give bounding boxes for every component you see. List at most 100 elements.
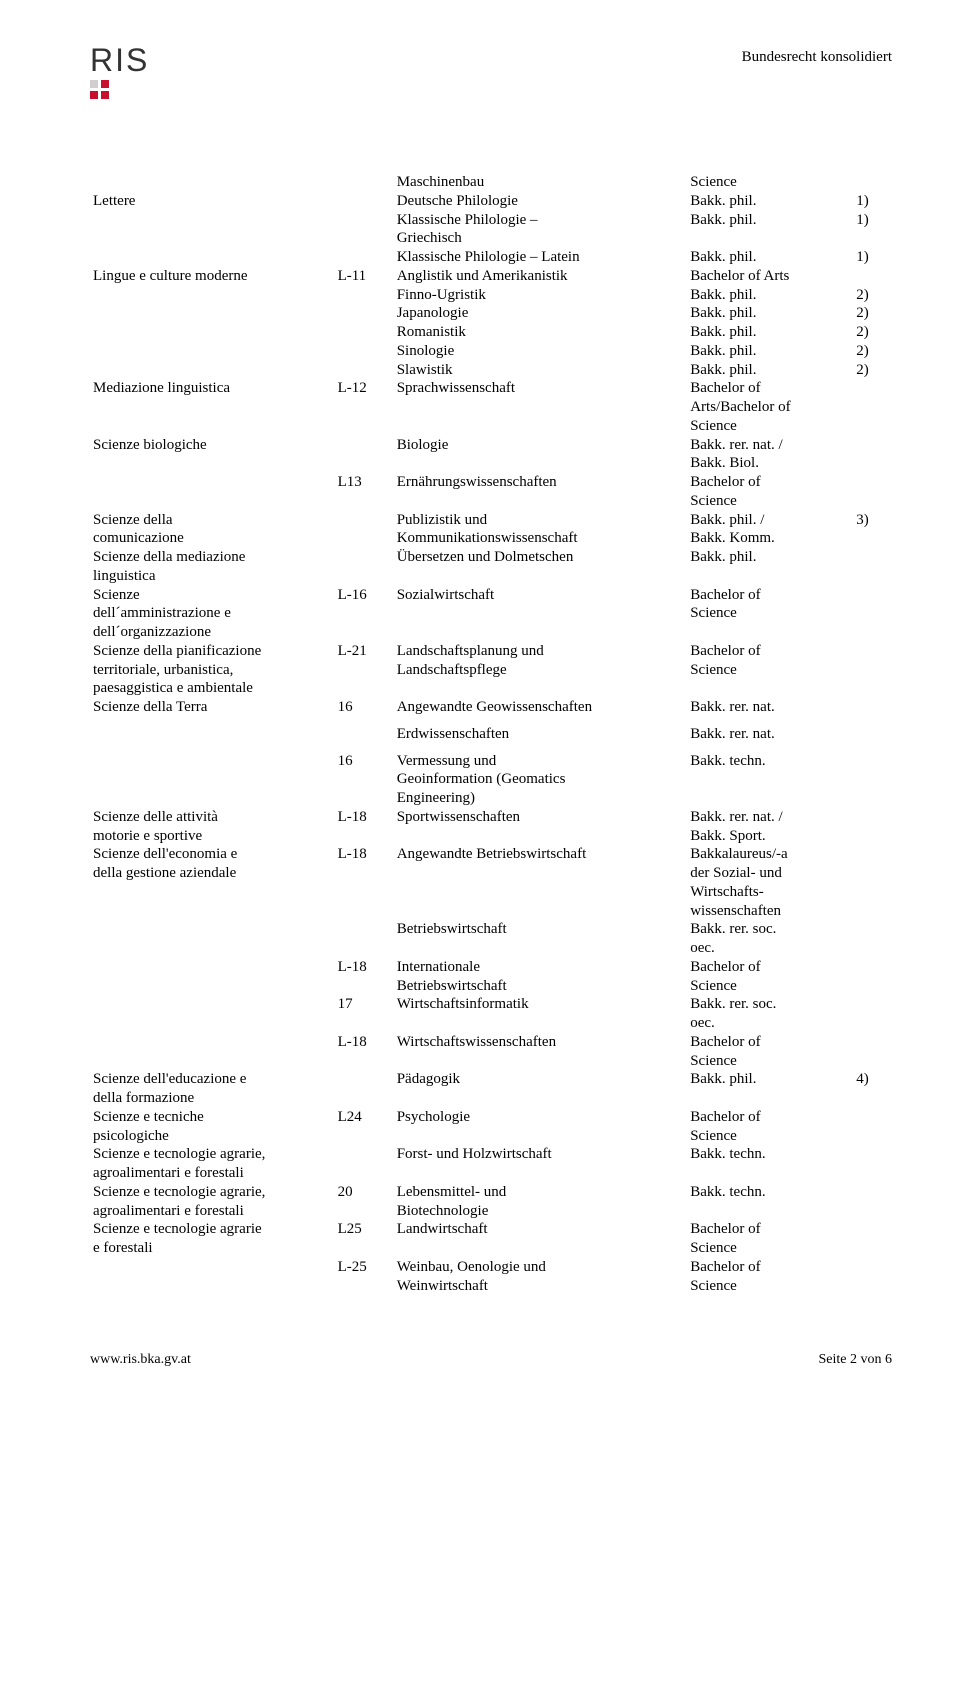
table-cell — [853, 1277, 892, 1296]
table-cell — [853, 1239, 892, 1258]
table-row: wissenschaften — [90, 902, 892, 921]
spacer-cell — [90, 717, 892, 725]
table-cell — [335, 398, 394, 417]
table-row: Wirtschafts- — [90, 883, 892, 902]
table-cell — [335, 229, 394, 248]
table-cell: L24 — [335, 1108, 394, 1127]
table-cell — [687, 770, 853, 789]
table-cell: Bakkalaureus/-a — [687, 845, 853, 864]
table-cell — [90, 454, 335, 473]
table-row: L-25Weinbau, Oenologie undBachelor of — [90, 1258, 892, 1277]
table-cell: Finno-Ugristik — [394, 286, 687, 305]
table-cell: 4) — [853, 1070, 892, 1089]
table-cell: Scienze — [90, 586, 335, 605]
table-row: Scienze e tecnologie agrarie,20Lebensmit… — [90, 1183, 892, 1202]
table-cell — [853, 454, 892, 473]
table-cell: Bakk. Biol. — [687, 454, 853, 473]
table-cell: Bakk. phil. — [687, 304, 853, 323]
table-cell — [394, 604, 687, 623]
table-row: Scienze e tecnologie agrarieL25Landwirts… — [90, 1220, 892, 1239]
table-cell — [335, 883, 394, 902]
table-cell: agroalimentari e forestali — [90, 1202, 335, 1221]
table-cell: Scienze della — [90, 511, 335, 530]
table-cell: 1) — [853, 211, 892, 230]
table-cell — [853, 1033, 892, 1052]
table-cell — [335, 1239, 394, 1258]
table-cell: Angewandte Betriebswirtschaft — [394, 845, 687, 864]
table-cell — [394, 883, 687, 902]
table-cell: Science — [687, 1127, 853, 1146]
table-cell — [90, 286, 335, 305]
table-cell: Science — [687, 1277, 853, 1296]
table-cell: 20 — [335, 1183, 394, 1202]
table-cell — [853, 958, 892, 977]
table-cell: linguistica — [90, 567, 335, 586]
table-cell — [335, 548, 394, 567]
table-row: Scienze dell'educazione ePädagogikBakk. … — [90, 1070, 892, 1089]
ris-logo-text: RIS — [90, 44, 149, 76]
table-cell — [853, 827, 892, 846]
table-row — [90, 717, 892, 725]
table-cell — [90, 1277, 335, 1296]
table-cell: L-16 — [335, 586, 394, 605]
table-cell — [90, 211, 335, 230]
table-cell: Weinwirtschaft — [394, 1277, 687, 1296]
table-cell: Bakk. techn. — [687, 1145, 853, 1164]
table-cell — [335, 342, 394, 361]
table-cell: Mediazione linguistica — [90, 379, 335, 398]
table-cell: Bachelor of — [687, 379, 853, 398]
table-cell: Maschinenbau — [394, 173, 687, 192]
table-cell — [90, 492, 335, 511]
table-row: agroalimentari e forestali Biotechnologie — [90, 1202, 892, 1221]
table-cell — [853, 770, 892, 789]
table-cell — [90, 958, 335, 977]
table-cell — [687, 1164, 853, 1183]
table-cell — [853, 789, 892, 808]
table-row: Scienze dell'economia eL-18Angewandte Be… — [90, 845, 892, 864]
table-cell: oec. — [687, 1014, 853, 1033]
table-cell: Bakk. Komm. — [687, 529, 853, 548]
table-cell: Bakk. phil. — [687, 211, 853, 230]
table-cell: Wirtschafts- — [687, 883, 853, 902]
table-cell: Bakk. techn. — [687, 752, 853, 771]
table-cell: Sinologie — [394, 342, 687, 361]
table-cell — [853, 229, 892, 248]
table-cell — [335, 679, 394, 698]
table-cell: Bakk. phil. — [687, 548, 853, 567]
table-cell — [394, 1052, 687, 1071]
table-cell: Biotechnologie — [394, 1202, 687, 1221]
table-cell — [335, 417, 394, 436]
table-cell — [853, 1258, 892, 1277]
table-row: psicologicheScience — [90, 1127, 892, 1146]
table-cell: 2) — [853, 286, 892, 305]
table-cell: Bakk. techn. — [687, 1183, 853, 1202]
table-cell — [90, 1014, 335, 1033]
table-cell — [335, 1277, 394, 1296]
table-cell — [90, 920, 335, 939]
table-cell: della formazione — [90, 1089, 335, 1108]
table-cell — [335, 511, 394, 530]
table-row: agroalimentari e forestali — [90, 1164, 892, 1183]
table-cell: Scienze e tecniche — [90, 1108, 335, 1127]
table-cell: Science — [687, 1052, 853, 1071]
table-cell: Bachelor of — [687, 586, 853, 605]
table-cell — [335, 920, 394, 939]
data-table: MaschinenbauScienceLettereDeutsche Philo… — [90, 173, 892, 1295]
table-cell: Bakk. rer. nat. — [687, 698, 853, 717]
table-cell — [853, 845, 892, 864]
table-row: Scienze e tecnologie agrarie,Forst- und … — [90, 1145, 892, 1164]
table-cell — [335, 1127, 394, 1146]
table-cell: Science — [687, 492, 853, 511]
table-cell — [90, 323, 335, 342]
table-cell: Bakk. rer. soc. — [687, 920, 853, 939]
table-cell: Bakk. phil. — [687, 342, 853, 361]
table-cell: Bachelor of Arts — [687, 267, 853, 286]
table-cell — [335, 1202, 394, 1221]
table-cell — [90, 902, 335, 921]
table-row: oec. — [90, 939, 892, 958]
table-cell — [394, 1127, 687, 1146]
table-cell — [335, 492, 394, 511]
table-cell: Bachelor of — [687, 1108, 853, 1127]
table-cell — [335, 789, 394, 808]
table-row: Scienze delle attivitàL-18Sportwissensch… — [90, 808, 892, 827]
